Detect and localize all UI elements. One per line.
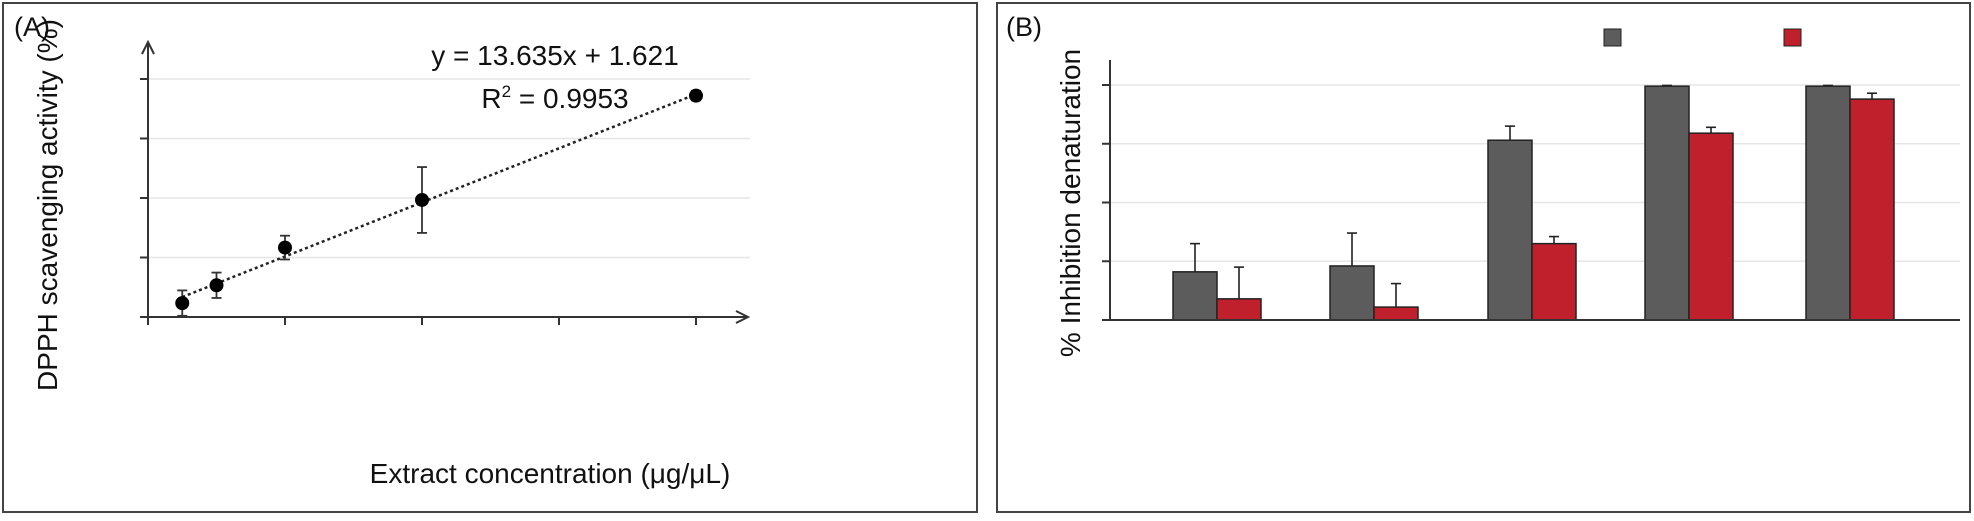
- panel-a-axes: [141, 39, 751, 324]
- panel-a-points: [175, 88, 703, 317]
- panel-b-legend: [1603, 28, 1802, 47]
- panel-b-bar: [1373, 306, 1419, 321]
- panel-a-y-label: DPPH scavenging activity (%): [32, 19, 63, 391]
- panel-a-y-axis-arrow: [141, 39, 155, 55]
- r2-label: R: [481, 83, 501, 114]
- panel-a-data-point: [278, 240, 292, 255]
- panel-a-fit-line: [181, 93, 697, 299]
- panel-b-frame: [996, 2, 1971, 513]
- panel-b-ticks: [1102, 84, 1110, 321]
- panel-a-grid: [148, 78, 750, 259]
- panel-a-data-point: [175, 296, 190, 311]
- panel-b-bar: [1531, 242, 1577, 321]
- panel-a-x-label: Extract concentration (μg/μL): [370, 458, 731, 489]
- panel-a-r-squared: R2 = 0.9953: [481, 82, 628, 114]
- panel-a-equation: y = 13.635x + 1.621: [431, 40, 679, 71]
- panel-a-x-axis-arrow: [735, 310, 751, 324]
- panel-b-bar: [1172, 271, 1218, 321]
- panel-a: (A) y = 13.635x + 1.621 R2 = 0.9953 Extr…: [14, 12, 751, 489]
- panel-b-bar: [1487, 139, 1533, 321]
- panel-b-y-label: % Inhibition denaturation: [1055, 49, 1086, 357]
- panel-a-ticks: [140, 78, 697, 325]
- panel-a-data-point: [415, 192, 429, 207]
- panel-a-label: (A): [14, 12, 50, 42]
- legend-swatch: [1603, 28, 1622, 47]
- panel-b-bar: [1329, 265, 1375, 321]
- panel-a-frame: [2, 2, 978, 513]
- panel-b-bar: [1688, 132, 1734, 321]
- r2-value: = 0.9953: [511, 83, 629, 114]
- panel-b-bars: [1172, 84, 1895, 321]
- panel-b-bar: [1644, 85, 1690, 321]
- panel-b-axes: [1109, 60, 1960, 321]
- panel-a-data-point: [209, 278, 224, 293]
- panel-b-bar: [1849, 98, 1895, 321]
- panel-b-bar: [1805, 85, 1851, 321]
- panel-b-label: (B): [1006, 12, 1042, 42]
- panel-a-data-point: [689, 88, 703, 103]
- panel-b: (B) % Inhibition denaturation: [1006, 12, 1960, 357]
- panel-b-bar: [1216, 298, 1262, 321]
- r2-superscript: 2: [502, 82, 511, 101]
- legend-swatch: [1783, 28, 1802, 47]
